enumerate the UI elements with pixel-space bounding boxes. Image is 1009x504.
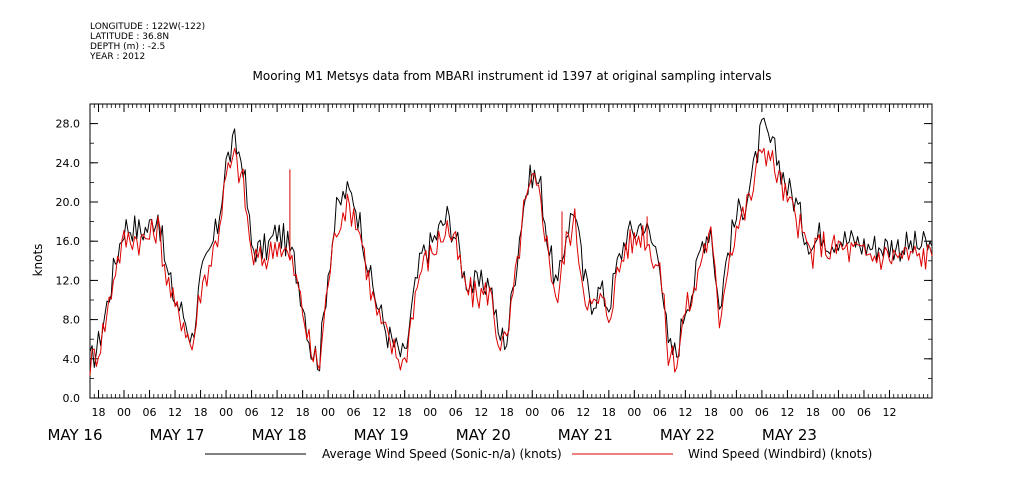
year-label: YEAR : 2012 [90,52,146,62]
x-hour-tick-label: 00 [321,406,335,419]
x-date-label: MAY 23 [762,426,817,444]
x-hour-tick-label: 12 [882,406,896,419]
x-hour-tick-label: 06 [551,406,565,419]
x-hour-tick-label: 00 [219,406,233,419]
x-hour-tick-label: 06 [143,406,157,419]
x-hour-tick-label: 12 [372,406,386,419]
plot-area: 18 00 06 12 18 00 06 12 18 00 06 12 18 00 06 12 18 00 06 12… [47,103,933,444]
x-hour-tick-label: 18 [704,406,718,419]
legend-label-windbird: Wind Speed (Windbird) (knots) [688,447,872,461]
y-tick-label: 28.0 [56,118,81,131]
x-hour-tick-label: 18 [398,406,412,419]
x-hour-tick-label: 18 [500,406,514,419]
x-hour-tick-label: 06 [755,406,769,419]
latitude-label: LATITUDE : 36.8N [90,32,170,42]
x-hour-tick-label: 12 [168,406,182,419]
x-hour-tick-label: 00 [117,406,131,419]
x-hour-tick-label: 12 [474,406,488,419]
y-tick-label: 12.0 [56,274,81,287]
y-tick-label: 0.0 [63,392,81,405]
legend: Average Wind Speed (Sonic-n/a) (knots) W… [205,447,872,461]
x-hour-tick-label: 00 [729,406,743,419]
x-date-label: MAY 17 [150,426,205,444]
x-date-label: MAY 22 [660,426,715,444]
x-hour-tick-label: 06 [653,406,667,419]
x-hour-tick-label: 18 [806,406,820,419]
x-hour-tick-label: 00 [525,406,539,419]
x-date-label: MAY 18 [252,426,307,444]
x-date-label: MAY 20 [456,426,511,444]
y-axis-label: knots [31,244,45,277]
x-hour-tick-label: 18 [194,406,208,419]
longitude-label: LONGITUDE : 122W(-122) [90,22,206,32]
x-hour-tick-label: 06 [347,406,361,419]
x-hour-tick-label: 18 [602,406,616,419]
x-hour-tick-label: 12 [678,406,692,419]
x-hour-tick-label: 12 [576,406,590,419]
depth-label: DEPTH (m) : -2.5 [90,42,166,52]
series-line-average-wind-speed [89,117,933,372]
y-tick-label: 20.0 [56,196,81,209]
chart-title: Mooring M1 Metsys data from MBARI instru… [253,69,772,83]
x-hour-tick-label: 06 [449,406,463,419]
x-hour-tick-label: 18 [92,406,106,419]
x-date-label: MAY 21 [558,426,613,444]
plot-frame [89,103,933,399]
y-tick-label: 24.0 [56,157,81,170]
x-hour-tick-label: 00 [627,406,641,419]
x-date-label: MAY 19 [354,426,409,444]
series-line-windbird-wind-speed [89,147,933,376]
y-tick-label: 8.0 [63,314,81,327]
legend-label-average: Average Wind Speed (Sonic-n/a) (knots) [322,447,562,461]
x-hour-tick-label: 06 [245,406,259,419]
x-hour-tick-label: 00 [831,406,845,419]
x-hour-tick-label: 12 [780,406,794,419]
y-tick-label: 16.0 [56,235,81,248]
x-hour-tick-label: 06 [857,406,871,419]
x-hour-tick-label: 18 [296,406,310,419]
y-tick-label: 4.0 [63,353,81,366]
x-date-label: MAY 16 [47,426,102,444]
x-hour-tick-label: 00 [423,406,437,419]
metadata-block: LONGITUDE : 122W(-122) LATITUDE : 36.8N … [90,22,205,62]
x-hour-tick-label: 12 [270,406,284,419]
